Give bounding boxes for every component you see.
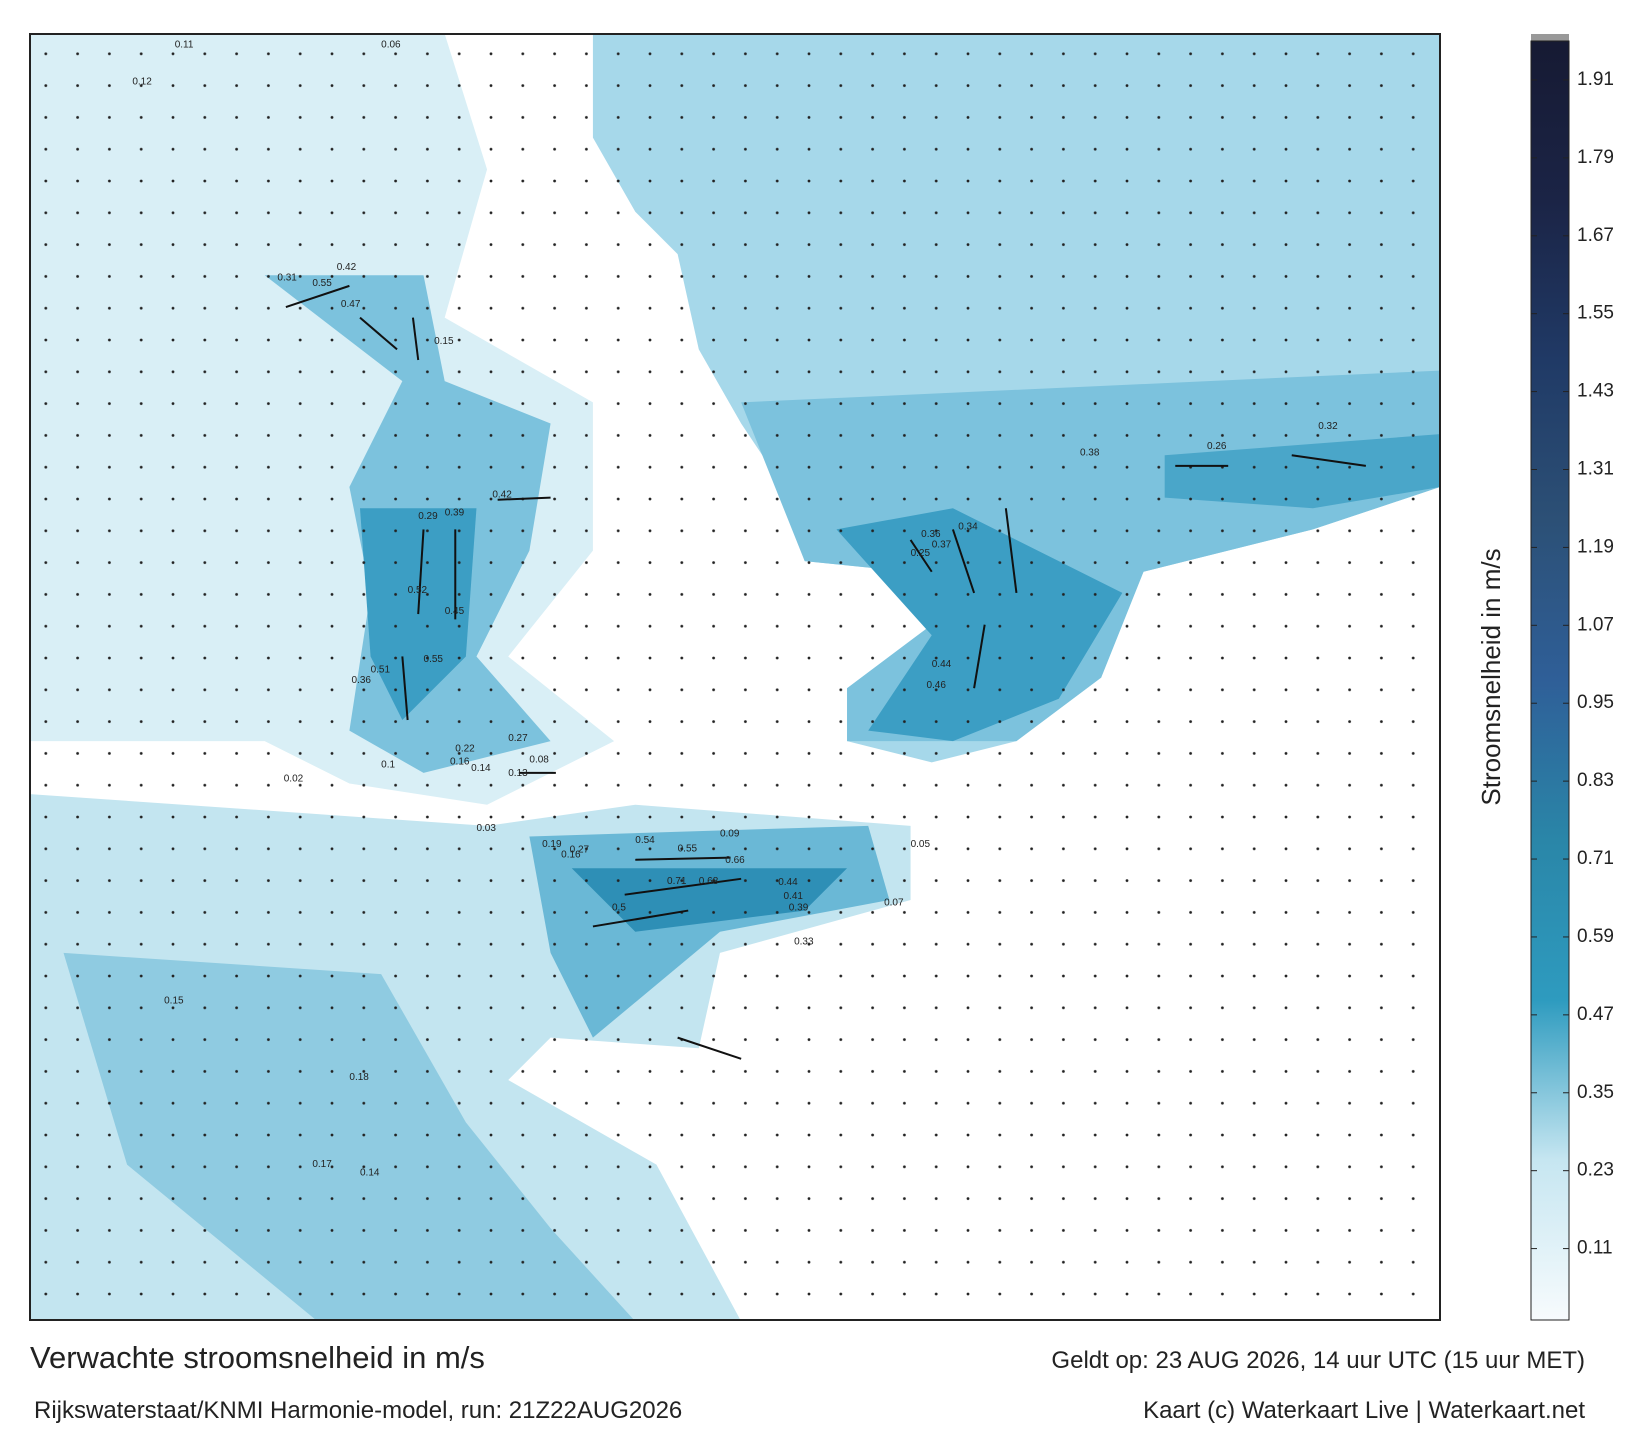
current-label: 0.32 — [1318, 421, 1338, 432]
current-label: 0.55 — [312, 278, 332, 289]
current-label: 0.14 — [360, 1167, 380, 1178]
current-label: 0.44 — [778, 877, 798, 888]
current-label: 0.12 — [132, 77, 152, 88]
current-label: 0.37 — [932, 539, 952, 550]
current-label: 0.27 — [570, 844, 590, 855]
current-label: 0.27 — [508, 733, 528, 744]
arrows — [285, 284, 1366, 1060]
map-frame — [29, 33, 1441, 1321]
current-label: 0.25 — [911, 548, 931, 559]
current-label: 0.16 — [450, 756, 470, 767]
colorbar-tick-label: 0.35 — [1577, 1082, 1614, 1103]
current-label: 0.36 — [921, 529, 941, 540]
current-label: 0.36 — [352, 675, 372, 686]
current-label: 0.08 — [529, 754, 549, 765]
colorbar-cap — [1531, 34, 1569, 41]
current-label: 0.45 — [445, 606, 465, 617]
current-label: 0.38 — [1080, 447, 1100, 458]
current-label: 0.26 — [1207, 441, 1227, 452]
colorbar-tick-label: 1.43 — [1577, 381, 1614, 402]
current-arrow — [285, 284, 350, 309]
current-arrow — [417, 529, 425, 615]
colorbar-tick-label: 1.19 — [1577, 536, 1614, 557]
current-label: 0.16 — [561, 850, 581, 861]
current-label: 0.34 — [958, 521, 978, 532]
colorbar-tick-label: 0.47 — [1577, 1004, 1614, 1025]
current-arrow — [677, 1036, 742, 1060]
colorbar-tick-label: 0.83 — [1577, 770, 1614, 791]
current-label: 0.07 — [884, 897, 904, 908]
current-label: 0.66 — [725, 855, 745, 866]
current-label: 0.05 — [911, 839, 931, 850]
current-arrow — [1291, 454, 1366, 467]
colorbar-tick-label: 1.31 — [1577, 459, 1614, 480]
current-arrow — [497, 496, 551, 501]
title: Verwachte stroomsnelheid in m/s — [30, 1340, 485, 1375]
current-label: 0.03 — [476, 823, 496, 834]
current-arrow — [1004, 508, 1018, 594]
colorbar-tick-label: 0.71 — [1577, 848, 1614, 869]
current-label: 0.42 — [492, 490, 512, 501]
colorbar-tick-label: 1.67 — [1577, 225, 1614, 246]
current-label: 0.47 — [341, 299, 361, 310]
current-arrow — [624, 877, 742, 896]
colorbar-tick-label: 1.07 — [1577, 614, 1614, 635]
current-label: 0.09 — [720, 828, 740, 839]
map: 0.11 0.06 0.12 0.55 0.42 0.47 0.15 0.31 0.52 0.45… — [30, 34, 1440, 1320]
current-label: 0.39 — [445, 508, 465, 519]
current-label: 0.02 — [284, 773, 304, 784]
current-label: 0.11 — [175, 40, 194, 51]
colorbar-tick-label: 1.79 — [1577, 147, 1614, 168]
colorbar-tick-label: 0.59 — [1577, 926, 1614, 947]
colorbar-tick-label: 0.23 — [1577, 1160, 1614, 1181]
current-label: 0.71 — [667, 876, 687, 887]
current-arrow — [909, 539, 933, 573]
current-label: 0.54 — [635, 835, 655, 846]
current-label: 0.55 — [424, 654, 444, 665]
current-label: 0.31 — [277, 273, 297, 284]
current-label: 0.17 — [312, 1159, 332, 1170]
valid-time: Geldt op: 23 AUG 2026, 14 uur UTC (15 uu… — [1051, 1347, 1585, 1374]
current-label: 0.42 — [337, 262, 357, 273]
current-label: 0.44 — [932, 659, 952, 670]
current-arrow — [401, 656, 409, 721]
current-label: 0.15 — [164, 996, 184, 1007]
colorbar-tick-label: 0.95 — [1577, 692, 1614, 713]
current-label: 0.13 — [508, 768, 528, 779]
current-arrow — [951, 529, 976, 594]
value-labels: 0.11 0.06 0.12 0.55 0.42 0.47 0.15 0.31 0.52 0.45… — [132, 40, 1338, 1179]
current-label: 0.51 — [371, 664, 391, 675]
current-label: 0.5 — [612, 903, 626, 914]
current-label: 0.15 — [434, 336, 454, 347]
current-label: 0.14 — [471, 763, 491, 774]
current-label: 0.55 — [678, 843, 698, 854]
current-arrow — [592, 909, 689, 928]
subtitle: Rijkswaterstaat/KNMI Harmonie-model, run… — [34, 1397, 682, 1424]
current-arrow — [973, 624, 986, 689]
colorbar: 0.11 0.23 0.35 0.47 0.59 0.71 0.83 0.95 1.07 1.19… — [1530, 34, 1614, 1321]
credit: Kaart (c) Waterkaart Live | Waterkaart.n… — [1143, 1397, 1585, 1424]
current-label: 0.22 — [455, 744, 475, 755]
current-arrow — [635, 856, 731, 861]
current-label: 0.41 — [784, 891, 804, 902]
current-label: 0.39 — [789, 903, 809, 914]
current-arrow — [411, 317, 420, 361]
current-label: 0.33 — [794, 936, 814, 947]
current-label: 0.19 — [542, 839, 562, 850]
current-label: 0.46 — [926, 680, 946, 691]
colorbar-tick-label: 0.11 — [1577, 1238, 1613, 1259]
current-label: 0.52 — [408, 585, 428, 596]
current-arrow — [359, 316, 398, 351]
colorbar-tick-label: 1.55 — [1577, 303, 1614, 324]
current-label: 0.06 — [381, 40, 401, 51]
colorbar-tick-label: 1.91 — [1577, 69, 1614, 90]
current-label: 0.18 — [349, 1072, 369, 1083]
colorbar-label: Stroomsnelheid in m/s — [1476, 548, 1506, 805]
current-label: 0.68 — [699, 876, 719, 887]
current-label: 0.1 — [381, 760, 395, 771]
colorbar-scale — [1530, 40, 1570, 1321]
current-label: 0.29 — [418, 511, 438, 522]
